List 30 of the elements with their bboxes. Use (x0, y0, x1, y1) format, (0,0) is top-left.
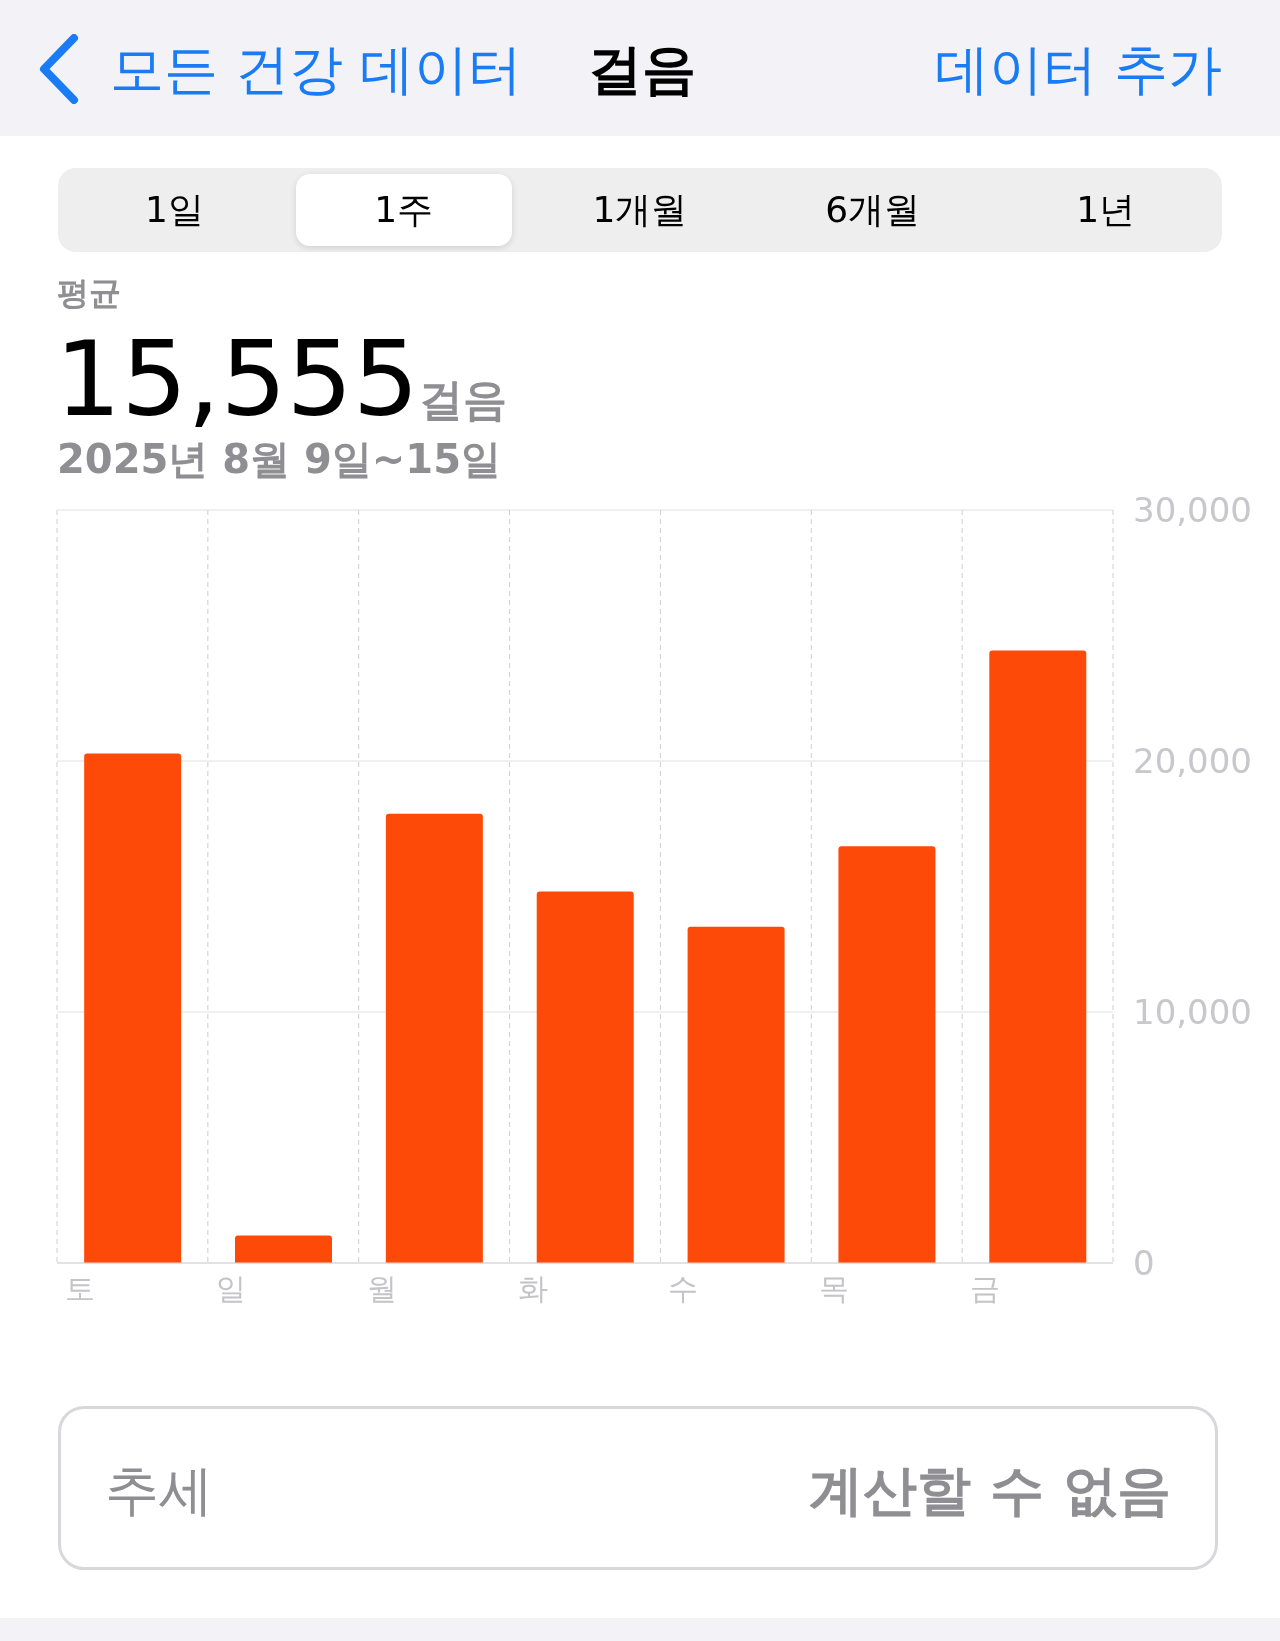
text: 추세 (105, 1458, 213, 1524)
text: 데이터 추가 (934, 37, 1222, 103)
bar (989, 650, 1087, 1263)
x-tick-label: 토 (65, 1271, 95, 1306)
x-tick-label: 월 (366, 1271, 397, 1306)
x-tick-label: 수 (668, 1271, 699, 1306)
text: 계산할 수 없음 (809, 1458, 1171, 1524)
text: 6개월 (824, 187, 922, 232)
chart-title: 걸음 (588, 37, 696, 103)
bar (838, 846, 936, 1263)
y-tick-label: 10,000 (1133, 992, 1252, 1032)
y-tick-label: 20,000 (1133, 741, 1252, 781)
bar (385, 813, 483, 1263)
bar (536, 891, 634, 1263)
bar (687, 926, 785, 1263)
y-tick-label: 0 (1133, 1243, 1155, 1283)
text: 평균 (57, 273, 121, 314)
y-tick-label: 30,000 (1133, 490, 1252, 530)
text: 1년 (1075, 187, 1137, 232)
text: 모든 건강 데이터 (110, 37, 523, 103)
x-tick-label: 목 (819, 1271, 850, 1306)
x-tick-label: 화 (517, 1271, 548, 1306)
bar (84, 753, 182, 1263)
text: 1개월 (591, 187, 689, 232)
bar (235, 1235, 333, 1263)
x-tick-label: 금 (970, 1271, 1001, 1306)
x-tick-label: 일 (215, 1271, 246, 1306)
text: 1일 (143, 187, 205, 232)
text: 1주 (295, 174, 512, 246)
text: 걸음 (418, 373, 507, 427)
